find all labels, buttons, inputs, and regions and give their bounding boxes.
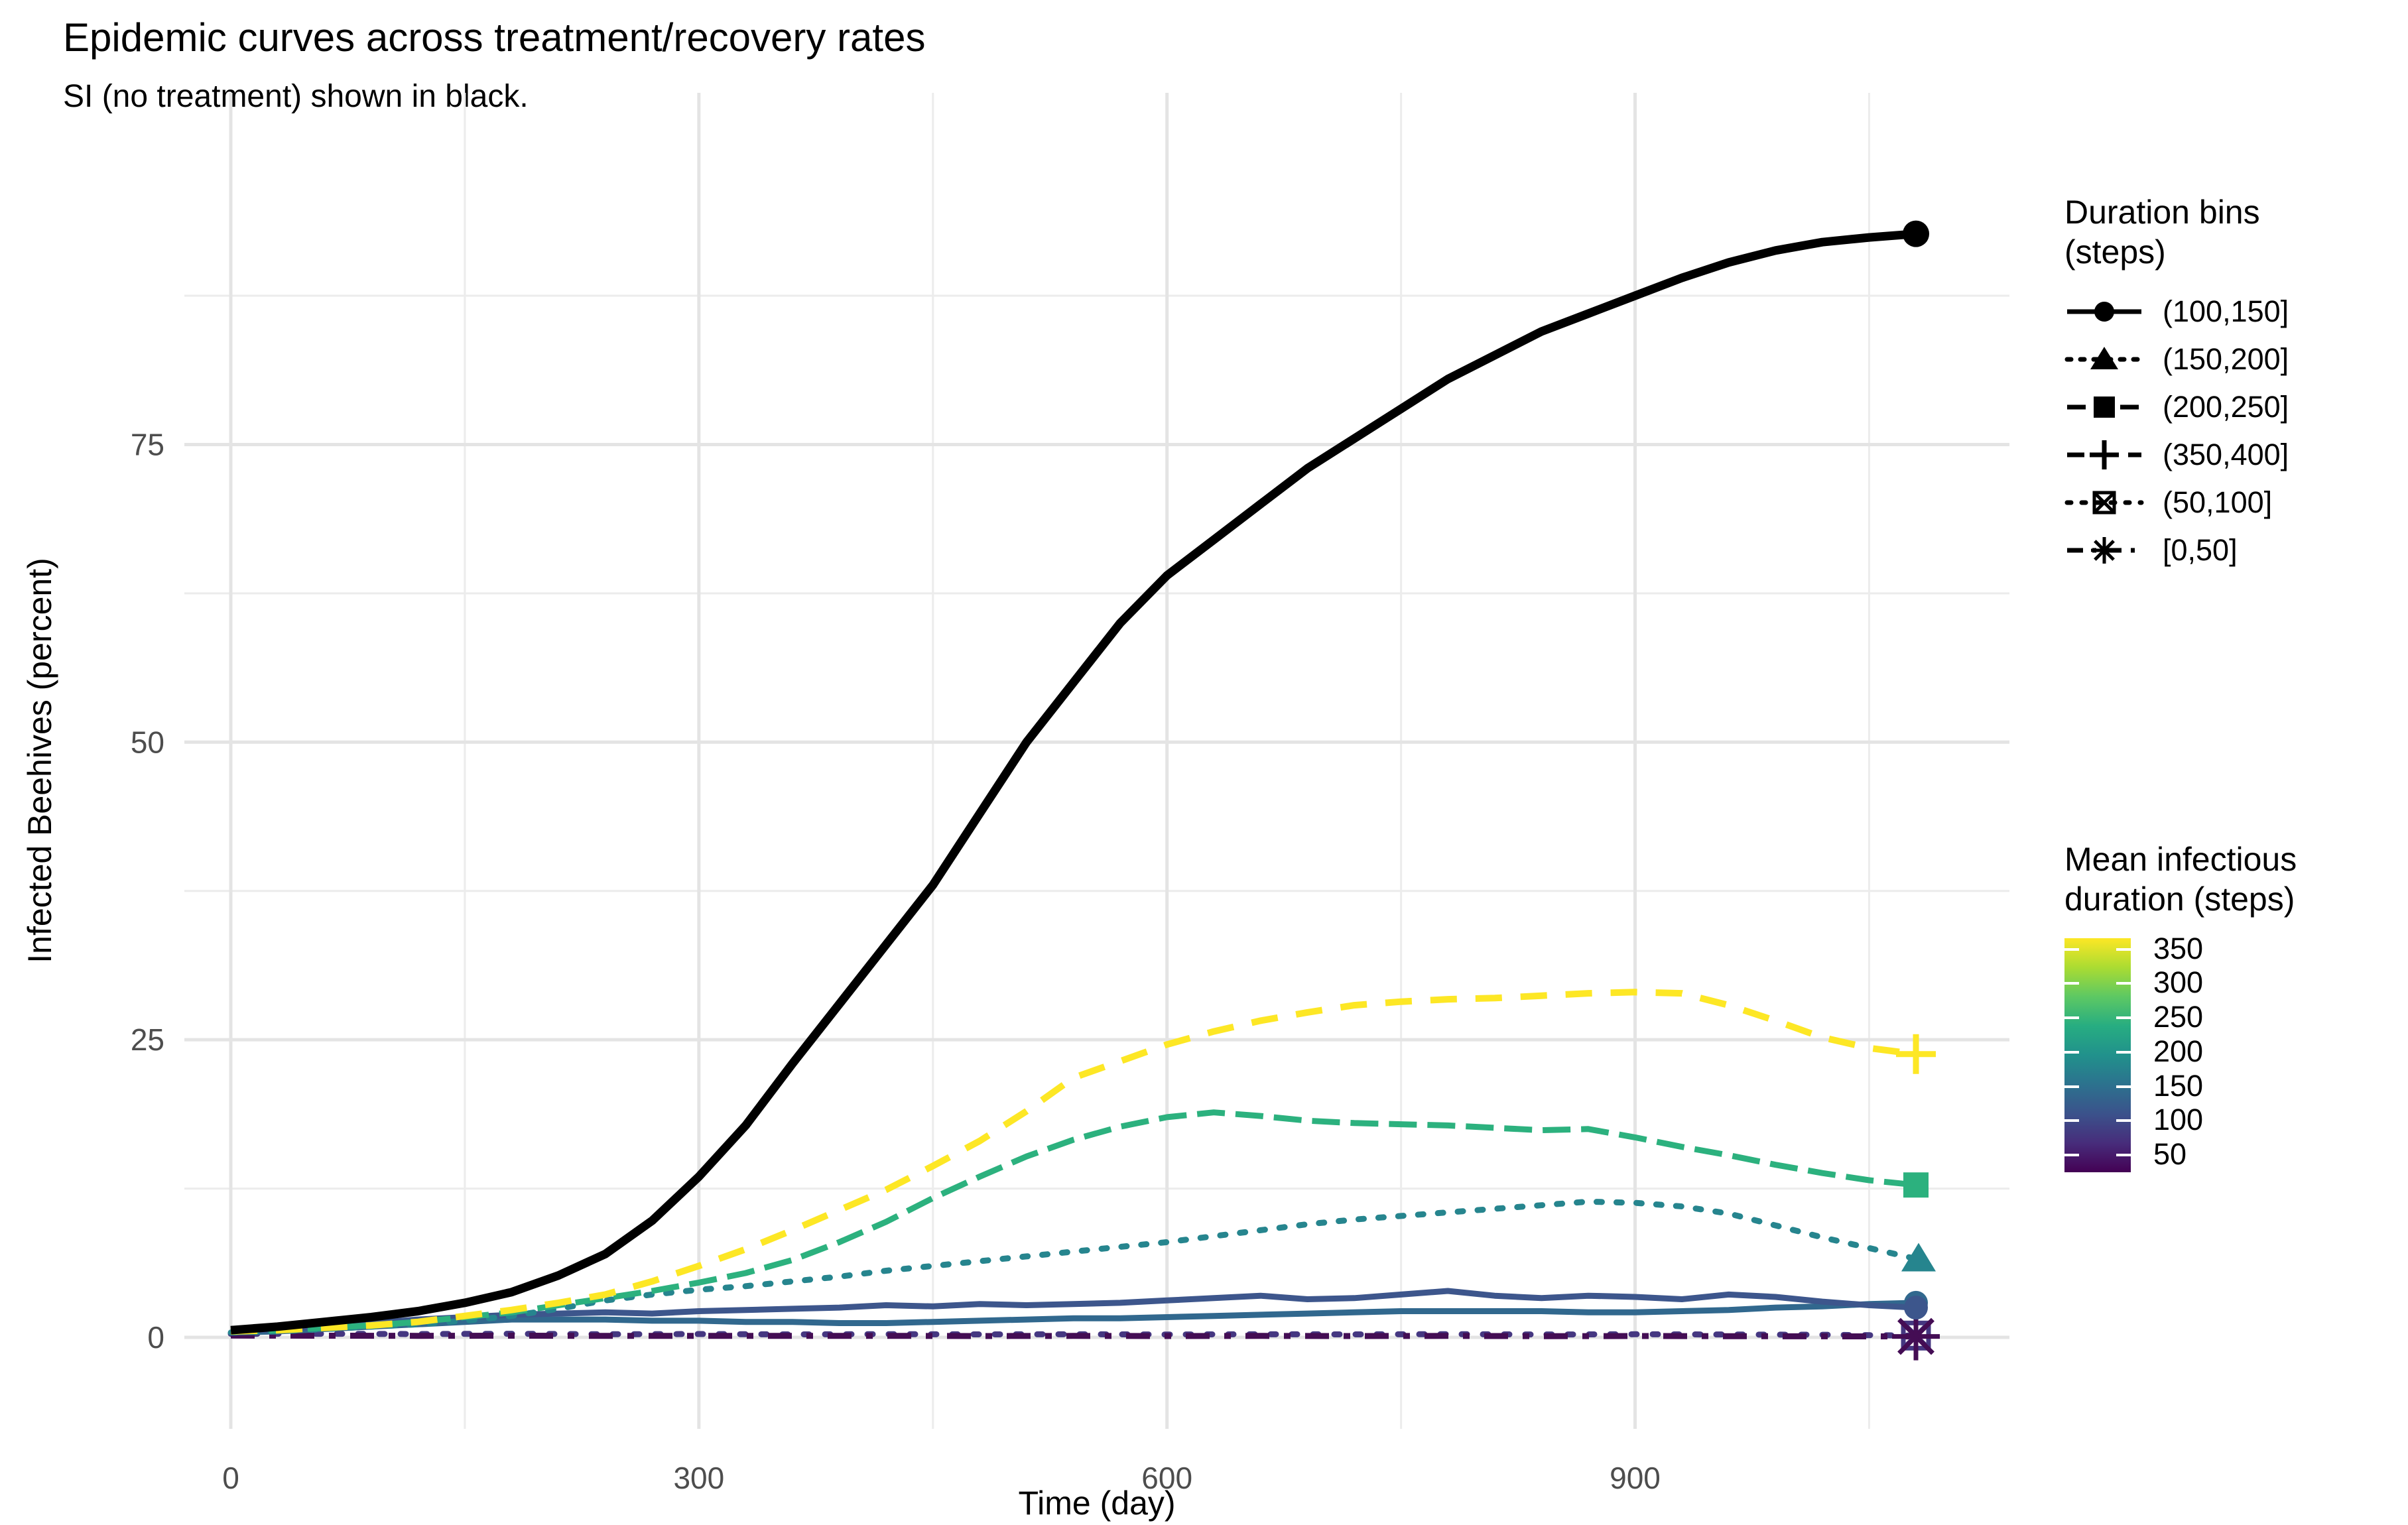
legend-key-triangle-icon <box>2064 347 2144 369</box>
chart-title: Epidemic curves across treatment/recover… <box>63 15 926 60</box>
shape-legend-title-line2: (steps) <box>2064 233 2166 271</box>
legend-item-50100: (50,100] <box>2064 479 2289 526</box>
colorbar-tick <box>2116 947 2131 951</box>
series-line-100150 <box>230 1300 1917 1336</box>
colorbar-tick <box>2116 1016 2131 1020</box>
marker-triangle <box>1901 1243 1936 1272</box>
y-tick-label: 0 <box>147 1320 164 1355</box>
colorbar-tick <box>2064 1016 2079 1020</box>
legend-item-label: (200,250] <box>2163 390 2289 424</box>
colorbar-tick <box>2064 1154 2079 1157</box>
legend-key-plus-icon <box>2067 440 2141 469</box>
colorbar-gradient <box>2064 938 2131 1172</box>
legend-item-label: (150,200] <box>2163 342 2289 376</box>
legend-item-label: (100,150] <box>2163 294 2289 328</box>
colorbar-tick <box>2116 982 2131 985</box>
y-axis-title: Infected Beehives (percent) <box>21 558 58 963</box>
color-legend-title-line1: Mean infectious <box>2064 841 2297 878</box>
series-line-350400 <box>230 989 1917 1335</box>
legend-item-label: (350,400] <box>2163 438 2289 471</box>
legend-item-200250: (200,250] <box>2064 383 2289 431</box>
colorbar-tick-label: 200 <box>2153 1034 2204 1068</box>
series-line-050 <box>230 1332 1917 1340</box>
x-tick-label: 0 <box>222 1461 239 1495</box>
y-tick-label: 50 <box>131 725 164 759</box>
x-tick-label: 300 <box>673 1461 724 1495</box>
chart-subtitle: SI (no treatment) shown in black. <box>63 79 529 114</box>
colorbar-tick <box>2116 1050 2131 1054</box>
y-tick-label: 25 <box>131 1022 164 1057</box>
marker-square <box>1903 1172 1929 1198</box>
colorbar-tick <box>2064 1050 2079 1054</box>
legend-key-star8-icon <box>2067 537 2141 564</box>
legend-key-square-icon <box>2067 396 2141 418</box>
colorbar-tick <box>2116 1154 2131 1157</box>
colorbar-tick <box>2064 1119 2079 1123</box>
color-legend-title-line2: duration (steps) <box>2064 881 2295 918</box>
colorbar-tick-label: 100 <box>2153 1103 2204 1137</box>
legend-item-050: [0,50] <box>2064 526 2289 574</box>
colorbar-tick <box>2116 1085 2131 1088</box>
legend-key-circle-icon <box>2067 302 2141 322</box>
marker-star8 <box>1892 1312 1940 1361</box>
legend-item-100150: (100,150] <box>2064 288 2289 336</box>
series-line-150200 <box>227 1198 1919 1336</box>
shape-legend-title-line1: Duration bins <box>2064 194 2260 231</box>
marker-circle <box>1903 220 1930 247</box>
color-legend-title: Mean infectious duration (steps) <box>2064 839 2297 919</box>
series-line-none <box>230 229 1917 1335</box>
colorbar-tick <box>2064 947 2079 951</box>
marker-circle <box>1904 1296 1929 1320</box>
colorbar-tick-label: 150 <box>2153 1068 2204 1103</box>
legend-item-150200: (150,200] <box>2064 336 2289 383</box>
colorbar-tick <box>2064 1085 2079 1088</box>
shape-legend: (100,150] (150,200] (200,250] (350,400] (50,… <box>2064 288 2289 574</box>
x-axis-title: Time (day) <box>1018 1485 1176 1522</box>
y-tick-label: 75 <box>131 427 164 461</box>
legend-item-label: [0,50] <box>2163 533 2238 567</box>
colorbar-tick-label: 250 <box>2153 1000 2204 1034</box>
colorbar-tick <box>2116 1119 2131 1123</box>
colorbar-tick-label: 50 <box>2153 1137 2187 1172</box>
x-tick-label: 900 <box>1610 1461 1661 1495</box>
shape-legend-title: Duration bins (steps) <box>2064 192 2260 272</box>
legend-key-boxx-icon <box>2064 491 2144 515</box>
colorbar-tick-label: 350 <box>2153 931 2204 965</box>
colorbar-tick-label: 300 <box>2153 965 2204 1000</box>
colorbar-tick <box>2064 982 2079 985</box>
marker-plus <box>1896 1034 1936 1074</box>
x-tick-label: 600 <box>1141 1461 1192 1495</box>
legend-item-350400: (350,400] <box>2064 431 2289 479</box>
legend-item-label: (50,100] <box>2163 485 2273 519</box>
